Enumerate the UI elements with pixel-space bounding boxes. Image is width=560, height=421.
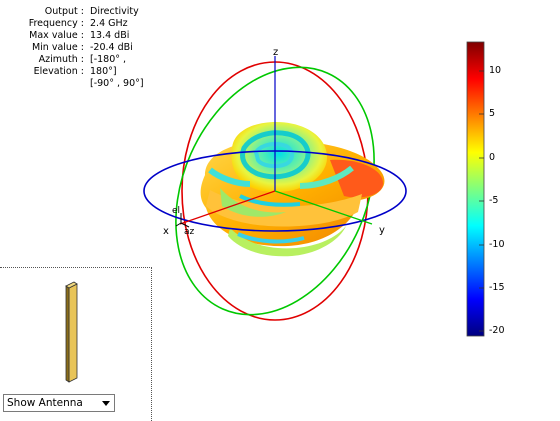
show-antenna-selected: Show Antenna: [7, 397, 83, 409]
triangle-down-icon[interactable]: [98, 395, 114, 411]
frequency-label: Frequency :: [28, 18, 84, 29]
radiation-pattern-surface: [200, 122, 385, 257]
colorbar-tick-label: 10: [489, 65, 502, 76]
elevation-range: [-90° , 90°]: [90, 78, 144, 89]
info-panel: Output : Directivity Frequency : 2.4 GHz M…: [0, 6, 200, 90]
elevation-label: Elevation :: [33, 66, 84, 77]
azimuth-label: Azimuth :: [38, 54, 84, 65]
y-axis: [274, 190, 373, 225]
frequency-value: 2.4 GHz: [90, 18, 128, 29]
antenna-view-panel: [0, 267, 152, 421]
x-axis: [179, 190, 276, 225]
azimuth-value: [-180° ,: [90, 54, 127, 65]
show-antenna-dropdown[interactable]: Show Antenna: [3, 394, 115, 412]
min-label: Min value :: [31, 42, 84, 53]
x-axis-label: x: [163, 226, 169, 237]
colorbar-tick-label: -5: [489, 195, 499, 206]
colorbar-tick-label: -20: [489, 325, 505, 336]
min-value: -20.4 dBi: [90, 42, 133, 53]
colorbar-tick-label: 5: [489, 108, 496, 119]
elevation-circle-green: [175, 66, 375, 316]
colorbar-tick-label: -10: [489, 239, 505, 250]
el-label: el: [172, 206, 180, 216]
colorbar-tick-label: -15: [489, 282, 505, 293]
orientation-triad: el az: [172, 206, 195, 237]
max-value: 13.4 dBi: [90, 30, 130, 41]
colorbar-ticks: [479, 70, 484, 332]
elevation-value: 180°]: [90, 66, 117, 77]
colorbar: [466, 41, 485, 337]
colorbar-tick-label: 0: [489, 152, 496, 163]
output-label: Output :: [44, 6, 84, 17]
antenna-preview: [65, 281, 78, 383]
az-label: az: [184, 227, 195, 237]
z-axis-label: z: [273, 47, 278, 58]
max-label: Max value :: [29, 30, 84, 41]
y-axis-label: y: [379, 225, 385, 236]
output-value: Directivity: [90, 6, 139, 17]
